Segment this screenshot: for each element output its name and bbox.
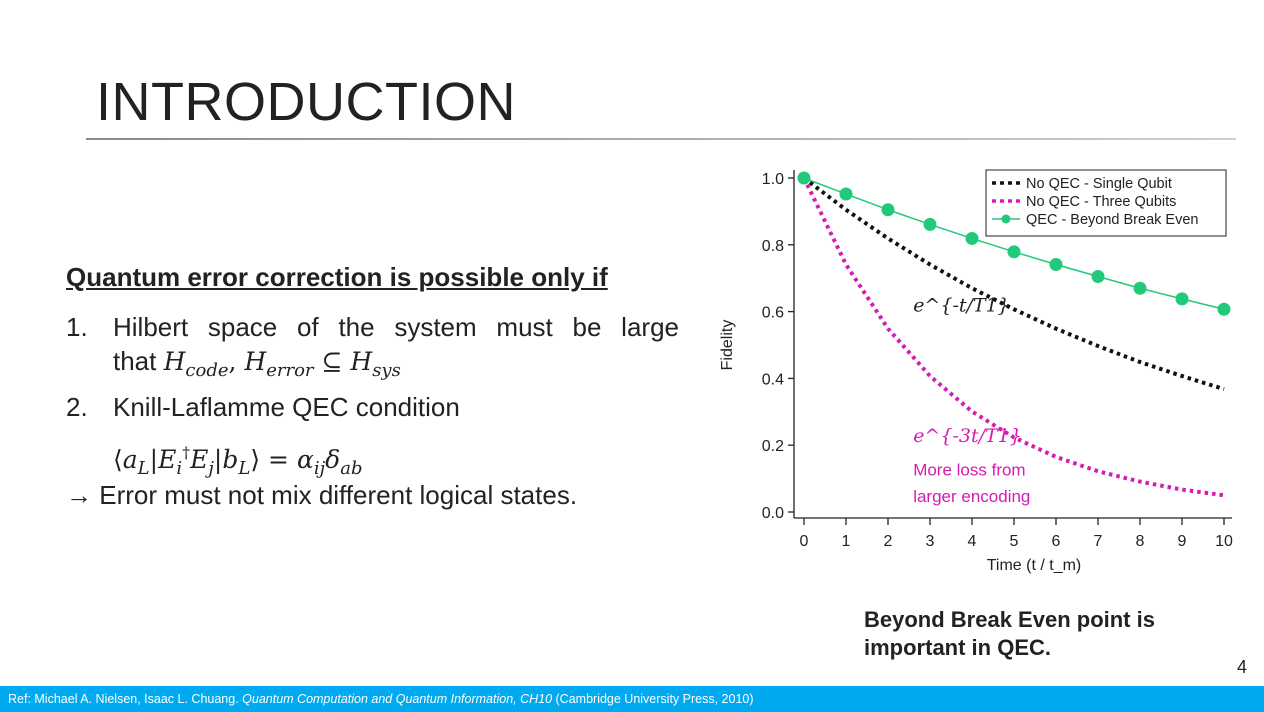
y-tick-label: 0.6 bbox=[762, 305, 784, 322]
series-line-0 bbox=[802, 176, 1225, 391]
condition-1-line2: that Hcode, Herror ⊆ Hsys bbox=[113, 344, 401, 388]
x-tick-label: 5 bbox=[1010, 533, 1019, 550]
y-tick-label: 0.2 bbox=[762, 438, 784, 455]
data-point bbox=[1217, 302, 1231, 316]
x-tick-label: 4 bbox=[968, 533, 977, 550]
data-point bbox=[797, 171, 811, 185]
condition-1-that: that bbox=[113, 346, 157, 376]
condition-2-text: Knill-Laflamme QEC condition bbox=[113, 392, 460, 422]
series-line-1 bbox=[802, 177, 1225, 498]
caption-line-1: Beyond Break Even point is bbox=[864, 607, 1155, 632]
fidelity-chart: 0.0 0.2 0.4 0.6 0.8 1.0 0 1 2 3 4 5 6 7 8 9 10 Fidelity Ti… bbox=[712, 160, 1242, 590]
page-number: 4 bbox=[1237, 657, 1248, 677]
y-tick-label: 0.8 bbox=[762, 238, 784, 255]
annotation-2: More loss from bbox=[913, 460, 1025, 479]
x-tick-label: 3 bbox=[926, 533, 935, 550]
y-tick-label: 1.0 bbox=[762, 171, 784, 188]
condition-1-number: 1. bbox=[66, 312, 88, 342]
annotation-0: e^{-t/T1} bbox=[913, 295, 1010, 317]
condition-1-text: Hilbert space of the system must be larg… bbox=[113, 312, 679, 342]
annotation-3: larger encoding bbox=[913, 487, 1030, 506]
x-tick-label: 0 bbox=[800, 533, 809, 550]
data-point bbox=[839, 187, 853, 201]
condition-1: 1. bbox=[66, 310, 88, 344]
x-tick-label: 7 bbox=[1094, 533, 1103, 550]
data-point bbox=[1091, 270, 1105, 284]
y-tick-label: 0.4 bbox=[762, 371, 784, 388]
footer-prefix: Ref: Michael A. Nielsen, Isaac L. Chuang… bbox=[8, 692, 243, 706]
condition-2-number: 2. bbox=[66, 392, 88, 422]
title-divider bbox=[86, 138, 1236, 140]
mixing-note: → Error must not mix different logical s… bbox=[66, 480, 578, 510]
y-tick-label: 0.0 bbox=[762, 505, 784, 522]
fidelity-chart-svg: 0.0 0.2 0.4 0.6 0.8 1.0 0 1 2 3 4 5 6 7 8 9 10 Fidelity Ti… bbox=[719, 169, 1233, 574]
data-point bbox=[1049, 258, 1063, 272]
legend-label-0: No QEC - Single Qubit bbox=[1026, 176, 1172, 192]
legend-marker bbox=[1001, 214, 1011, 224]
x-tick-label: 9 bbox=[1178, 533, 1187, 550]
y-axis-title: Fidelity bbox=[719, 320, 736, 371]
caption-line-2: important in QEC. bbox=[864, 635, 1051, 660]
data-point bbox=[965, 231, 979, 245]
data-point bbox=[881, 203, 895, 217]
x-tick-label: 2 bbox=[884, 533, 893, 550]
data-point bbox=[1175, 292, 1189, 306]
data-point bbox=[923, 217, 937, 231]
x-tick-label: 6 bbox=[1052, 533, 1061, 550]
x-tick-label: 8 bbox=[1136, 533, 1145, 550]
legend-label-2: QEC - Beyond Break Even bbox=[1026, 212, 1198, 228]
legend-label-1: No QEC - Three Qubits bbox=[1026, 194, 1176, 210]
chart-caption: Beyond Break Even point is important in … bbox=[864, 606, 1155, 662]
annotation-1: e^{-3t/T1} bbox=[913, 425, 1022, 447]
x-tick-label: 10 bbox=[1215, 533, 1233, 550]
conditions-heading: Quantum error correction is possible onl… bbox=[66, 262, 608, 292]
reference-footer: Ref: Michael A. Nielsen, Isaac L. Chuang… bbox=[0, 686, 1264, 712]
x-axis-title: Time (t / t_m) bbox=[987, 557, 1082, 574]
knill-laflamme-formula: ⟨aL|Ei†Ej|bL⟩ = αijδab bbox=[113, 443, 363, 479]
x-tick-label: 1 bbox=[842, 533, 851, 550]
legend-box bbox=[985, 169, 1227, 237]
footer-book: Quantum Computation and Quantum Informat… bbox=[242, 692, 553, 706]
data-point bbox=[1007, 245, 1021, 259]
slide-title: INTRODUCTION bbox=[96, 72, 516, 132]
data-point bbox=[1133, 281, 1147, 295]
footer-suffix: (Cambridge University Press, 2010) bbox=[552, 692, 754, 706]
hilbert-space-formula: Hcode, Herror ⊆ Hsys bbox=[163, 347, 401, 381]
